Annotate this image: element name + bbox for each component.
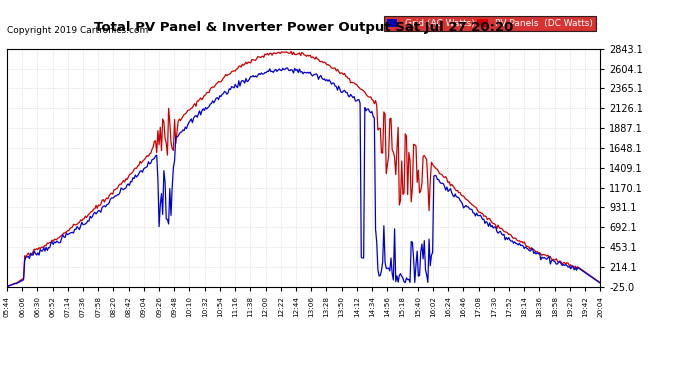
Legend: Grid (AC Watts), PV Panels  (DC Watts): Grid (AC Watts), PV Panels (DC Watts) xyxy=(384,16,595,31)
Text: Copyright 2019 Cartronics.com: Copyright 2019 Cartronics.com xyxy=(7,26,148,35)
Text: Total PV Panel & Inverter Power Output Sat Jul 27 20:20: Total PV Panel & Inverter Power Output S… xyxy=(94,21,513,34)
